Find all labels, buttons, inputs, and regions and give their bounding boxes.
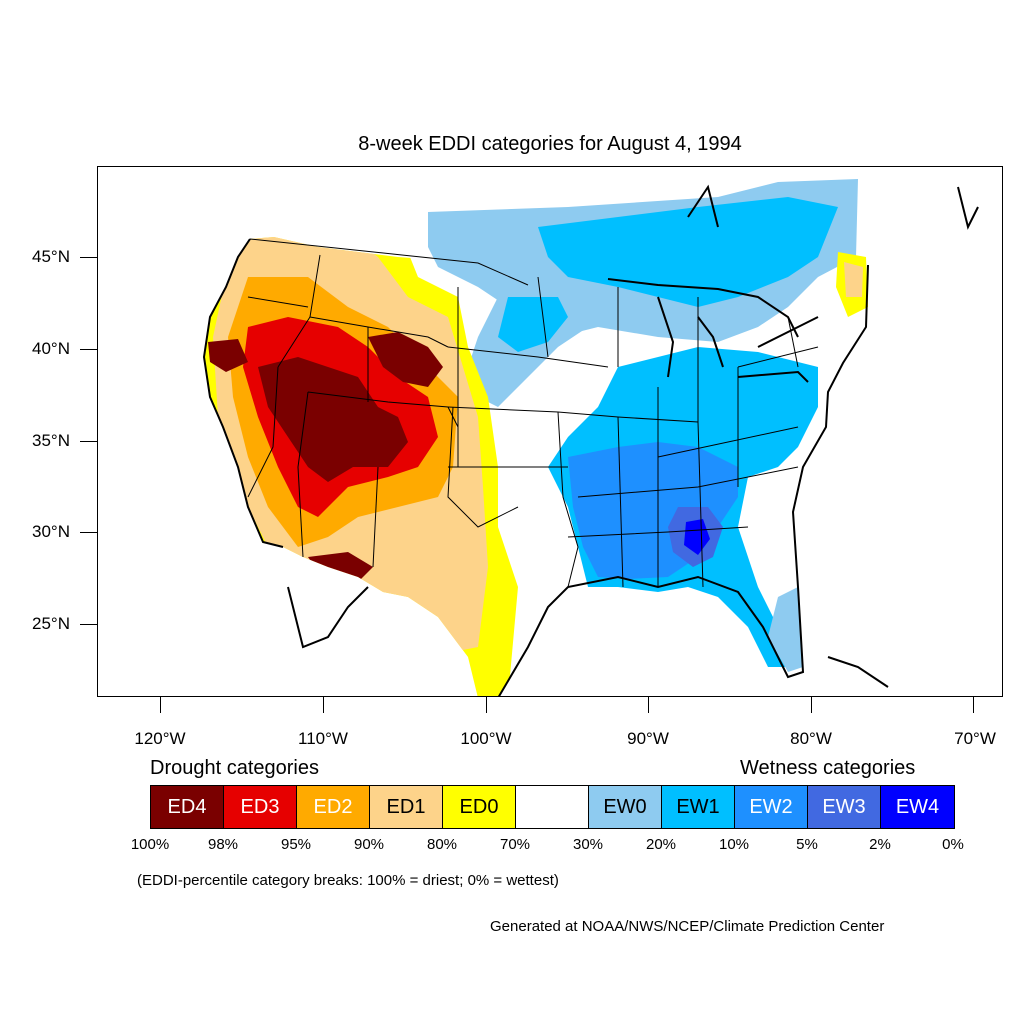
legend-break-label: 90% <box>353 836 385 853</box>
legend-cell-ew0: EW0 <box>589 786 662 828</box>
legend-cell-ew3: EW3 <box>808 786 881 828</box>
legend-break-label: 70% <box>499 836 531 853</box>
coastlines <box>202 184 979 696</box>
lon-tick <box>160 697 161 713</box>
lat-label-30: 30°N <box>32 522 70 541</box>
lat-tick <box>80 441 97 442</box>
lat-label-35: 35°N <box>32 431 70 450</box>
drought-heading: Drought categories <box>150 757 319 779</box>
legend-cell-ew2: EW2 <box>735 786 808 828</box>
lon-tick <box>973 697 974 713</box>
lat-label-25: 25°N <box>32 614 70 633</box>
lat-tick <box>80 532 97 533</box>
lon-tick <box>486 697 487 713</box>
legend-colorbar: ED4 ED3 ED2 ED1 ED0 EW0 EW1 EW2 EW3 EW4 <box>150 785 955 829</box>
legend-cell-ed3: ED3 <box>224 786 297 828</box>
legend-cell-ed4: ED4 <box>151 786 224 828</box>
lon-label-80: 80°W <box>790 729 832 748</box>
legend-break-label: 95% <box>280 836 312 853</box>
lat-label-45: 45°N <box>32 247 70 266</box>
legend-break-label: 20% <box>645 836 677 853</box>
lon-tick <box>811 697 812 713</box>
lon-label-110: 110°W <box>298 729 348 748</box>
legend-cell-ed1: ED1 <box>370 786 443 828</box>
legend-cell-ew1: EW1 <box>662 786 735 828</box>
drought-field <box>204 237 518 696</box>
legend-break-label: 0% <box>942 836 964 853</box>
map-frame <box>97 166 1003 697</box>
legend-cell-ed2: ED2 <box>297 786 370 828</box>
legend-break-label: 100% <box>130 836 170 853</box>
legend-cell-ed0: ED0 <box>443 786 516 828</box>
map-title: 8-week EDDI categories for August 4, 199… <box>358 133 742 155</box>
legend-break-label: 5% <box>796 836 818 853</box>
legend-cell-ew4: EW4 <box>881 786 954 828</box>
lat-tick <box>80 257 97 258</box>
legend-break-label: 10% <box>718 836 750 853</box>
legend-cell-normal <box>516 786 589 828</box>
lon-label-90: 90°W <box>627 729 669 748</box>
wetness-heading: Wetness categories <box>740 757 916 779</box>
lat-tick <box>80 624 97 625</box>
wetness-field <box>428 179 858 672</box>
category-note: (EDDI-percentile category breaks: 100% =… <box>137 872 559 889</box>
lon-label-100: 100°W <box>460 729 512 748</box>
credit-text: Generated at NOAA/NWS/NCEP/Climate Predi… <box>490 918 885 935</box>
lon-tick <box>323 697 324 713</box>
legend-break-label: 2% <box>869 836 891 853</box>
legend-break-label: 80% <box>426 836 458 853</box>
state-boundaries <box>247 238 819 588</box>
eddi-map <box>202 179 979 696</box>
lon-label-70: 70°W <box>954 729 996 748</box>
lon-tick <box>648 697 649 713</box>
legend-break-label: 30% <box>572 836 604 853</box>
lat-label-40: 40°N <box>32 339 70 358</box>
legend-break-label: 98% <box>207 836 239 853</box>
lon-label-120: 120°W <box>134 729 186 748</box>
lat-tick <box>80 349 97 350</box>
